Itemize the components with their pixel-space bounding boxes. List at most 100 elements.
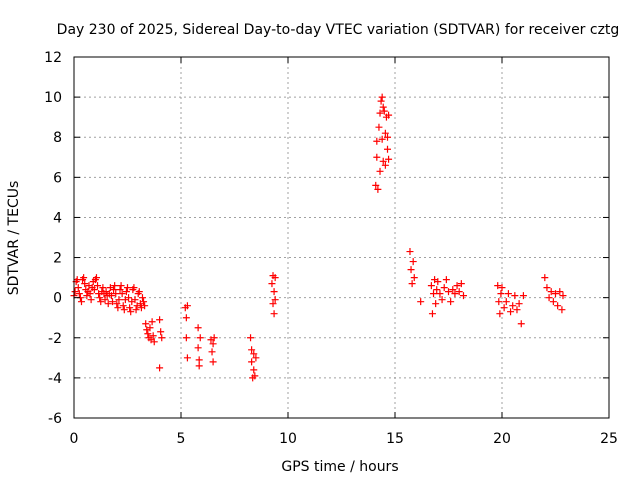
data-point bbox=[509, 302, 517, 310]
data-point bbox=[457, 280, 465, 288]
data-point bbox=[104, 300, 112, 308]
data-point bbox=[194, 324, 202, 332]
chart-title: Day 230 of 2025, Sidereal Day-to-day VTE… bbox=[57, 22, 620, 38]
y-axis-label: SDTVAR / TECUs bbox=[6, 181, 22, 296]
data-point bbox=[132, 306, 140, 314]
data-point bbox=[194, 344, 202, 352]
data-point bbox=[271, 274, 279, 282]
data-point bbox=[373, 153, 381, 161]
data-point bbox=[195, 356, 203, 364]
data-point bbox=[381, 129, 389, 137]
data-point bbox=[270, 288, 278, 296]
data-point bbox=[451, 290, 459, 298]
data-point bbox=[131, 296, 139, 304]
data-point bbox=[270, 310, 278, 318]
x-tick-label: 0 bbox=[70, 431, 79, 447]
data-point bbox=[427, 282, 435, 290]
data-points bbox=[70, 93, 567, 382]
data-point bbox=[385, 111, 393, 119]
data-point bbox=[114, 304, 122, 312]
data-point bbox=[500, 304, 508, 312]
data-point bbox=[87, 296, 95, 304]
data-point bbox=[117, 282, 125, 290]
data-point bbox=[455, 288, 463, 296]
data-point bbox=[271, 296, 279, 304]
x-tick-label: 10 bbox=[279, 431, 297, 447]
y-tick-label: -2 bbox=[48, 331, 62, 347]
data-point bbox=[109, 298, 117, 306]
data-point bbox=[182, 334, 190, 342]
y-tick-label: 8 bbox=[53, 130, 62, 146]
data-point bbox=[183, 302, 191, 310]
data-point bbox=[140, 298, 148, 306]
y-tick-label: 12 bbox=[44, 50, 62, 66]
data-point bbox=[385, 155, 393, 163]
data-point bbox=[459, 292, 467, 300]
data-point bbox=[135, 288, 143, 296]
y-tick-label: 10 bbox=[44, 90, 62, 106]
x-tick-label: 5 bbox=[177, 431, 186, 447]
data-point bbox=[124, 284, 131, 292]
data-point bbox=[379, 157, 387, 165]
data-point bbox=[195, 362, 203, 370]
data-point bbox=[111, 282, 119, 290]
y-tick-label: 6 bbox=[53, 170, 62, 186]
data-point bbox=[384, 133, 392, 141]
data-point bbox=[149, 332, 157, 340]
data-point bbox=[251, 372, 259, 380]
data-point bbox=[125, 294, 133, 302]
data-point bbox=[428, 310, 436, 318]
x-tick-label: 25 bbox=[600, 431, 618, 447]
data-point bbox=[112, 290, 120, 298]
data-point bbox=[146, 324, 154, 332]
data-point bbox=[210, 334, 218, 342]
data-point bbox=[92, 274, 100, 282]
data-point bbox=[97, 298, 105, 306]
data-point bbox=[552, 290, 559, 298]
plot-frame bbox=[73, 56, 610, 419]
data-point bbox=[156, 316, 164, 324]
data-point bbox=[116, 286, 124, 294]
data-point bbox=[519, 292, 527, 300]
data-point bbox=[558, 306, 566, 314]
data-point bbox=[379, 103, 387, 111]
data-point bbox=[432, 300, 440, 308]
data-point bbox=[157, 328, 165, 336]
data-point bbox=[440, 284, 448, 292]
data-point bbox=[80, 274, 88, 282]
data-point bbox=[74, 284, 82, 292]
data-point bbox=[541, 274, 549, 282]
y-tick-label: 0 bbox=[53, 291, 62, 307]
data-point bbox=[138, 294, 146, 302]
data-point bbox=[250, 350, 258, 358]
data-point bbox=[445, 288, 452, 296]
data-point bbox=[183, 354, 191, 362]
x-tick-label: 15 bbox=[386, 431, 404, 447]
data-point bbox=[81, 280, 89, 288]
data-point bbox=[158, 334, 166, 342]
data-point bbox=[507, 308, 515, 316]
data-point bbox=[449, 286, 457, 294]
data-point bbox=[86, 290, 94, 298]
data-point bbox=[436, 290, 444, 298]
data-point bbox=[543, 284, 551, 292]
data-point bbox=[417, 298, 425, 306]
data-point bbox=[511, 292, 519, 300]
data-point bbox=[380, 107, 388, 115]
y-tick-label: 4 bbox=[53, 210, 62, 226]
data-point bbox=[120, 306, 128, 314]
axis-ticks: 0 5 10 15 20 25 -6 -4 -2 0 2 4 6 8 10 12 bbox=[44, 50, 618, 447]
data-point bbox=[430, 290, 438, 298]
data-point bbox=[381, 161, 389, 169]
data-point bbox=[148, 318, 156, 326]
data-point bbox=[377, 97, 385, 105]
data-point bbox=[269, 300, 277, 308]
data-point bbox=[90, 286, 98, 294]
data-point bbox=[442, 276, 450, 284]
data-point bbox=[182, 314, 190, 322]
data-point bbox=[494, 282, 502, 290]
data-point bbox=[513, 306, 521, 314]
data-point bbox=[209, 358, 217, 366]
data-point bbox=[96, 294, 104, 302]
data-point bbox=[107, 292, 115, 300]
